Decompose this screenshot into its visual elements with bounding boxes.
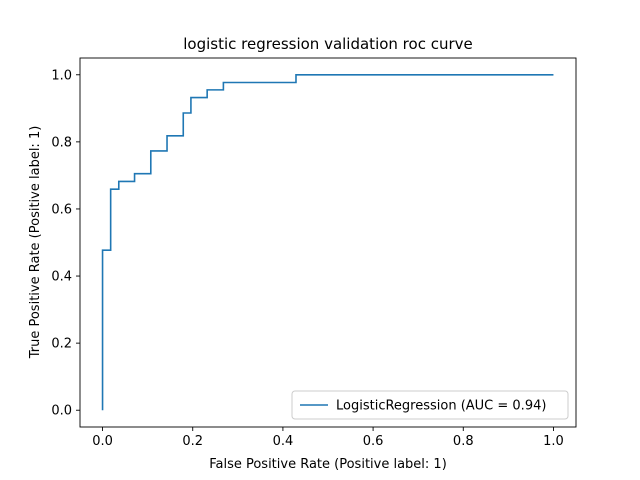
y-tick-label: 1.0 <box>51 68 72 83</box>
y-tick-label: 0.4 <box>51 270 72 285</box>
x-tick-label: 0.2 <box>182 434 203 449</box>
y-tick-label: 0.8 <box>51 135 72 150</box>
axes-frame <box>79 57 577 428</box>
y-axis-label: True Positive Rate (Positive label: 1) <box>28 126 43 360</box>
x-tick-label: 0.0 <box>92 434 113 449</box>
legend-box <box>291 390 569 420</box>
x-tick-label: 0.8 <box>453 434 474 449</box>
legend-label: LogisticRegression (AUC = 0.94) <box>336 399 546 414</box>
y-tick-label: 0.6 <box>51 202 72 217</box>
series-line-0 <box>101 73 554 411</box>
x-tick-label: 0.4 <box>273 434 294 449</box>
plot-area: 0.0 0.2 0.4 0.6 0.8 1.0 0.0 0.2 0.4 0.6 0.8 1.0 Logi… <box>51 57 577 449</box>
x-axis-label: False Positive Rate (Positive label: 1) <box>209 457 447 472</box>
chart-title: logistic regression validation roc curve <box>183 35 473 53</box>
x-tick-label: 0.6 <box>363 434 384 449</box>
x-tick-label: 1.0 <box>543 434 564 449</box>
y-tick-label: 0.0 <box>51 404 72 419</box>
y-tick-label: 0.2 <box>51 337 72 352</box>
